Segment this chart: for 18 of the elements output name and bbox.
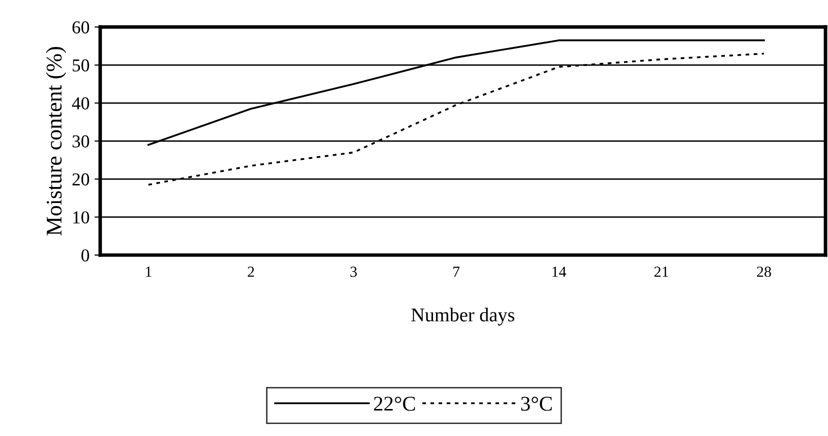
y-tick-label: 10 xyxy=(73,211,90,224)
y-tick-label: 50 xyxy=(72,59,90,72)
x-tick-label: 28 xyxy=(756,266,772,277)
legend-label: 22°C xyxy=(374,396,415,411)
y-tick-label: 40 xyxy=(72,97,90,110)
x-tick-label: 1 xyxy=(146,266,152,277)
x-tick-label: 21 xyxy=(654,266,668,277)
x-tick-label: 7 xyxy=(453,266,460,277)
y-axis-title: Moisture content (%) xyxy=(46,46,66,236)
x-tick-label: 14 xyxy=(552,266,566,277)
y-tick-label: 20 xyxy=(72,173,90,186)
x-axis-title: Number days xyxy=(411,308,514,326)
y-tick-label: 60 xyxy=(72,21,90,34)
x-tick-label: 2 xyxy=(248,266,254,277)
y-tick-label: 0 xyxy=(81,249,90,262)
legend-label: 3°C xyxy=(521,396,552,411)
y-tick-label: 30 xyxy=(72,135,90,148)
x-tick-label: 3 xyxy=(350,266,357,277)
